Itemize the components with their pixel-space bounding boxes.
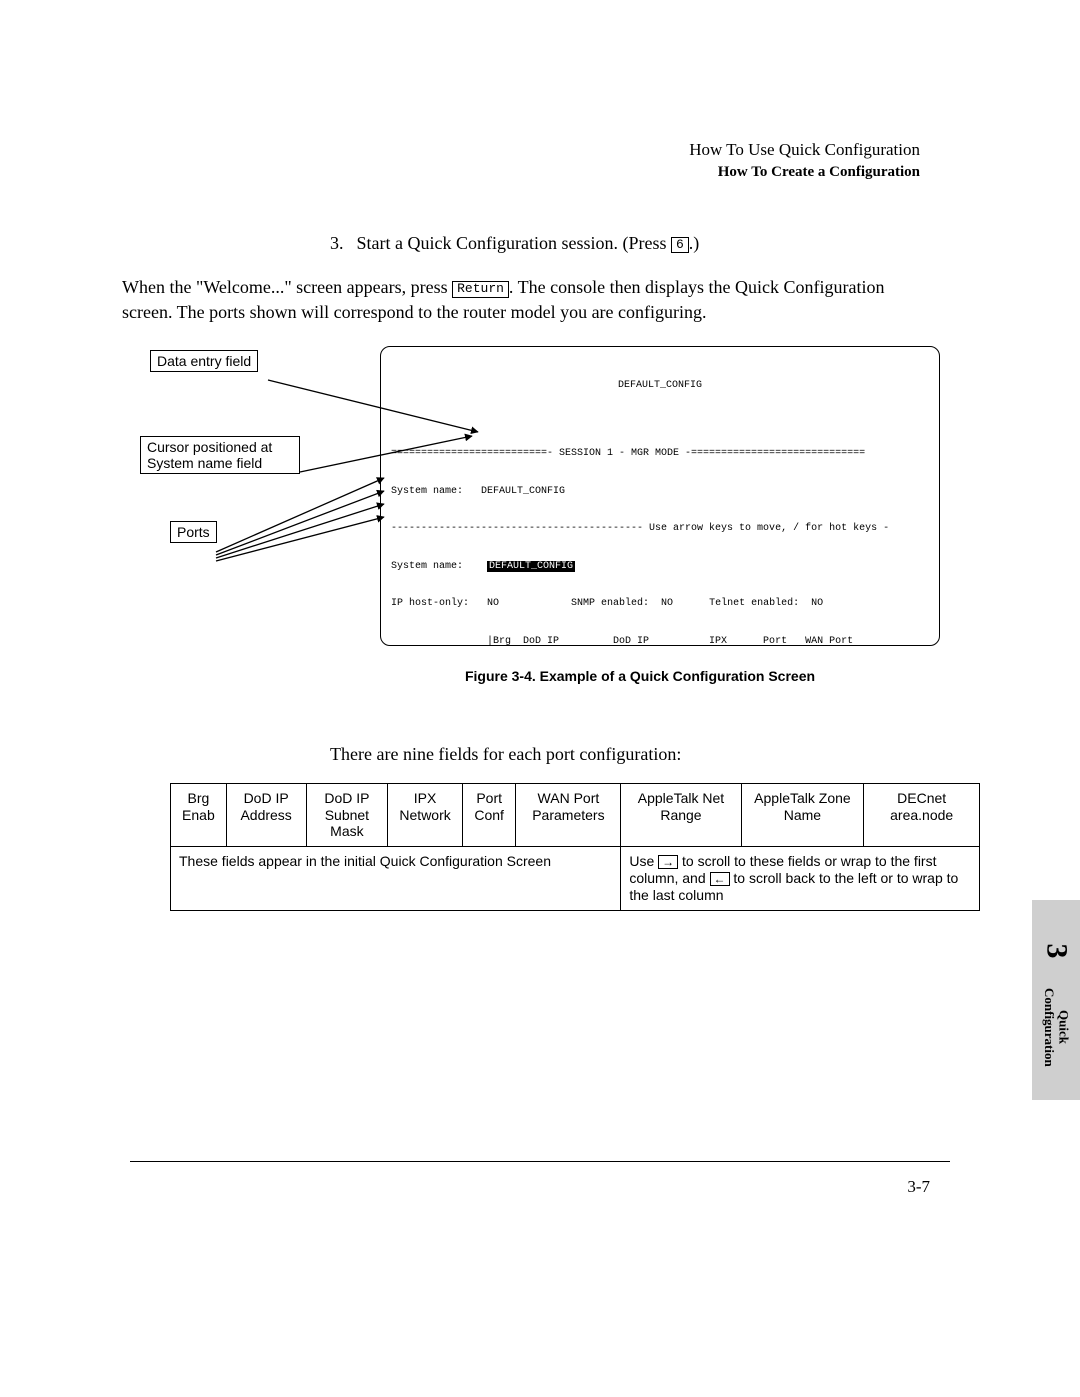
col-port-conf: Port Conf (462, 783, 516, 846)
col-dodip-subnet: DoD IP Subnet Mask (306, 783, 388, 846)
step-number: 3. (330, 231, 352, 255)
note-left-cell: These fields appear in the initial Quick… (171, 847, 621, 910)
page: How To Use Quick Configuration How To Cr… (0, 0, 1080, 1397)
footer-rule (130, 1161, 950, 1162)
terminal-sysname-highlight: DEFAULT_CONFIG (487, 561, 575, 572)
page-number: 3-7 (907, 1177, 930, 1197)
key-6: 6 (671, 237, 689, 253)
para1-a: When the "Welcome..." screen appears, pr… (122, 277, 452, 297)
header-section-title: How To Use Quick Configuration (100, 140, 920, 160)
col-appletalk-zone: AppleTalk Zone Name (741, 783, 864, 846)
col-appletalk-range: AppleTalk Net Range (621, 783, 741, 846)
key-return: Return (452, 281, 509, 297)
callout-data-entry-field: Data entry field (150, 350, 258, 372)
col-wan-port-params: WAN Port Parameters (516, 783, 621, 846)
left-arrow-icon: ← (710, 872, 730, 886)
terminal-row-sysname: System name: DEFAULT_CONFIG (391, 561, 929, 574)
step-text-after: .) (689, 233, 700, 253)
col-decnet: DECnet area.node (864, 783, 980, 846)
step-text-before: Start a Quick Configuration session. (Pr… (357, 233, 671, 253)
terminal-header-row1: |Brg DoD IP DoD IP IPX Port WAN Port (391, 636, 929, 646)
table-note-row: These fields appear in the initial Quick… (171, 847, 980, 910)
fields-table: Brg Enab DoD IP Address DoD IP Subnet Ma… (170, 783, 980, 911)
callout-ports: Ports (170, 521, 217, 543)
fields-intro-text: There are nine fields for each port conf… (330, 744, 980, 765)
header-subsection-title: How To Create a Configuration (100, 164, 920, 181)
welcome-paragraph: When the "Welcome..." screen appears, pr… (122, 275, 920, 324)
terminal-session-line: ==========================- SESSION 1 - … (391, 448, 929, 461)
note-right-cell: Use → to scroll to these fields or wrap … (621, 847, 980, 910)
terminal-title: DEFAULT_CONFIG (391, 380, 929, 393)
col-ipx-network: IPX Network (388, 783, 463, 846)
terminal-sysname-line: System name: DEFAULT_CONFIG (391, 486, 929, 499)
terminal-row-iphost: IP host-only: NO SNMP enabled: NO Telnet… (391, 598, 929, 611)
terminal-screen: DEFAULT_CONFIG =========================… (380, 346, 940, 646)
terminal-hint-line: ----------------------------------------… (391, 523, 929, 536)
right-arrow-icon: → (658, 855, 678, 869)
chapter-tab-text: Quick Configuration (1042, 988, 1071, 1067)
step-3-line: 3. Start a Quick Configuration session. … (330, 231, 920, 255)
table-header-row: Brg Enab DoD IP Address DoD IP Subnet Ma… (171, 783, 980, 846)
figure-caption: Figure 3-4. Example of a Quick Configura… (300, 668, 980, 684)
col-brg-enab: Brg Enab (171, 783, 227, 846)
col-dodip-address: DoD IP Address (226, 783, 306, 846)
chapter-number: 3 (1039, 943, 1073, 958)
figure-3-4-diagram: Data entry field Cursor positioned at Sy… (100, 346, 980, 656)
chapter-side-tab: 3 Quick Configuration (1032, 900, 1080, 1100)
page-header: How To Use Quick Configuration How To Cr… (100, 140, 920, 181)
callout-cursor-position: Cursor positioned at System name field (140, 436, 300, 474)
